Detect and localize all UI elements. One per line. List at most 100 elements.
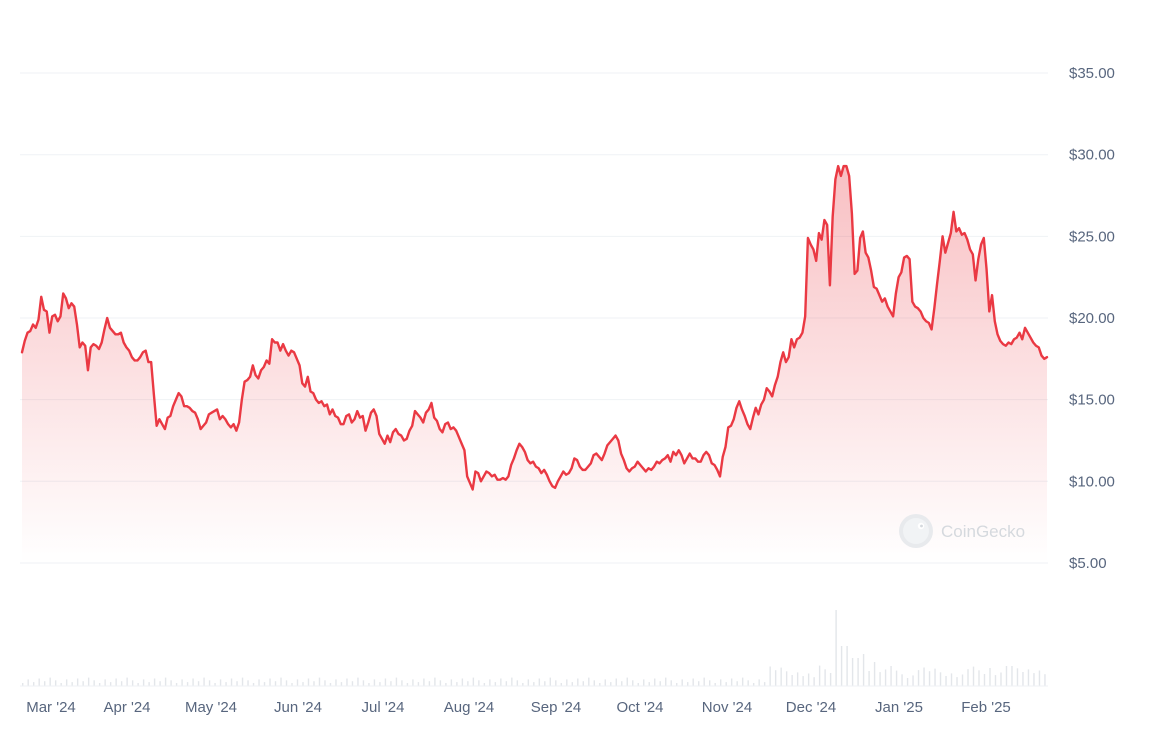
volume-bar <box>373 679 376 686</box>
volume-bar <box>912 675 914 686</box>
volume-bar <box>621 681 623 686</box>
volume-bar <box>1038 670 1041 686</box>
volume-bar <box>692 678 694 686</box>
x-tick-label: May '24 <box>185 699 237 716</box>
volume-bar <box>263 682 266 686</box>
x-tick-label: Nov '24 <box>702 699 752 716</box>
volume-bar <box>846 646 848 686</box>
y-tick-label: $5.00 <box>1069 555 1107 572</box>
volume-bar <box>884 669 887 686</box>
x-tick-label: Feb '25 <box>961 699 1011 716</box>
x-tick-label: Oct '24 <box>616 699 663 716</box>
volume-bar <box>214 683 216 686</box>
volume-bar <box>131 680 134 686</box>
volume-bar <box>351 681 354 686</box>
volume-bar <box>895 670 898 686</box>
volume-bar <box>1011 666 1013 686</box>
volume-bar <box>868 671 870 686</box>
volume-bar <box>285 680 288 686</box>
volume-bar <box>555 680 557 686</box>
volume-bar <box>71 682 73 686</box>
volume-bar <box>983 674 986 686</box>
price-area <box>22 166 1047 563</box>
volume-bar <box>687 682 689 686</box>
volume-bar <box>945 676 947 686</box>
volume-bar <box>533 682 535 686</box>
volume-bar <box>906 678 909 686</box>
volume-bar <box>648 682 650 686</box>
volume-bar <box>698 681 700 686</box>
volume-bar <box>665 677 667 686</box>
volume-bar <box>115 678 117 686</box>
volume-bar <box>972 666 975 686</box>
y-tick-label: $35.00 <box>1069 65 1115 82</box>
volume-bar <box>362 680 365 686</box>
volume-bar <box>269 678 271 686</box>
volume-bar <box>428 681 431 686</box>
volume-bar <box>1022 672 1024 686</box>
volume-bar <box>22 683 24 686</box>
volume-bar <box>175 683 178 686</box>
volume-bar <box>989 668 991 686</box>
volume-bar <box>483 683 486 686</box>
volume-bar <box>445 683 447 686</box>
y-axis-ticks: $5.00 $10.00 $15.00 $20.00 $25.00 $30.00 $35.0… <box>1069 65 1115 572</box>
volume-bar <box>76 678 79 686</box>
volume-bar <box>49 677 51 686</box>
x-axis-ticks: Mar '24 Apr '24 May '24 Jun '24 Jul '24 Aug '… <box>26 699 1011 716</box>
volume-bar <box>489 679 491 686</box>
volume-bar <box>417 682 420 686</box>
volume-bar <box>120 681 123 686</box>
volume-bar <box>835 610 837 686</box>
volume-bar <box>38 678 40 686</box>
volume-bar <box>615 678 617 686</box>
volume-bar <box>934 668 936 686</box>
volume-bar <box>439 680 442 686</box>
volume-bar <box>230 678 233 686</box>
volume-bar <box>302 682 304 686</box>
volume-bar <box>604 679 606 686</box>
volume-bar <box>60 683 62 686</box>
volume-bar <box>368 683 370 686</box>
volume-bar <box>873 662 876 686</box>
volume-bar <box>527 679 530 686</box>
volume-bar <box>593 680 595 686</box>
gecko-logo-icon <box>899 514 933 548</box>
volume-bar <box>142 679 145 686</box>
volume-bar <box>588 677 590 686</box>
volume-bar <box>725 682 727 686</box>
volume-bar <box>335 679 337 686</box>
volume-bar <box>956 677 958 686</box>
volume-bar <box>291 683 293 686</box>
volume-bar <box>978 670 980 686</box>
volume-bar <box>807 673 810 686</box>
volume-bar <box>87 677 90 686</box>
volume-bar <box>582 681 584 686</box>
volume-bar <box>939 672 942 686</box>
volume-bar <box>357 677 359 686</box>
volume-bar <box>379 682 381 686</box>
volume-bar <box>879 672 881 686</box>
volume-bar <box>538 678 541 686</box>
volume-bar <box>318 677 321 686</box>
volume-bar <box>450 679 453 686</box>
volume-bar <box>967 669 969 686</box>
volume-bar <box>571 682 573 686</box>
volume-bar <box>796 672 799 686</box>
volume-bar <box>324 680 326 686</box>
volume-bar <box>208 680 211 686</box>
volume-bar <box>1016 668 1019 686</box>
volume-bar <box>1044 674 1046 686</box>
volume-bar <box>192 678 194 686</box>
y-tick-label: $15.00 <box>1069 392 1115 409</box>
volume-bar <box>43 681 46 686</box>
volume-bar <box>93 680 95 686</box>
volume-bar <box>752 683 755 686</box>
x-tick-label: Aug '24 <box>444 699 494 716</box>
volume-bar <box>313 681 315 686</box>
volume-bar <box>840 646 843 686</box>
y-tick-label: $20.00 <box>1069 310 1115 327</box>
volume-bar <box>340 682 343 686</box>
volume-bar <box>670 680 672 686</box>
